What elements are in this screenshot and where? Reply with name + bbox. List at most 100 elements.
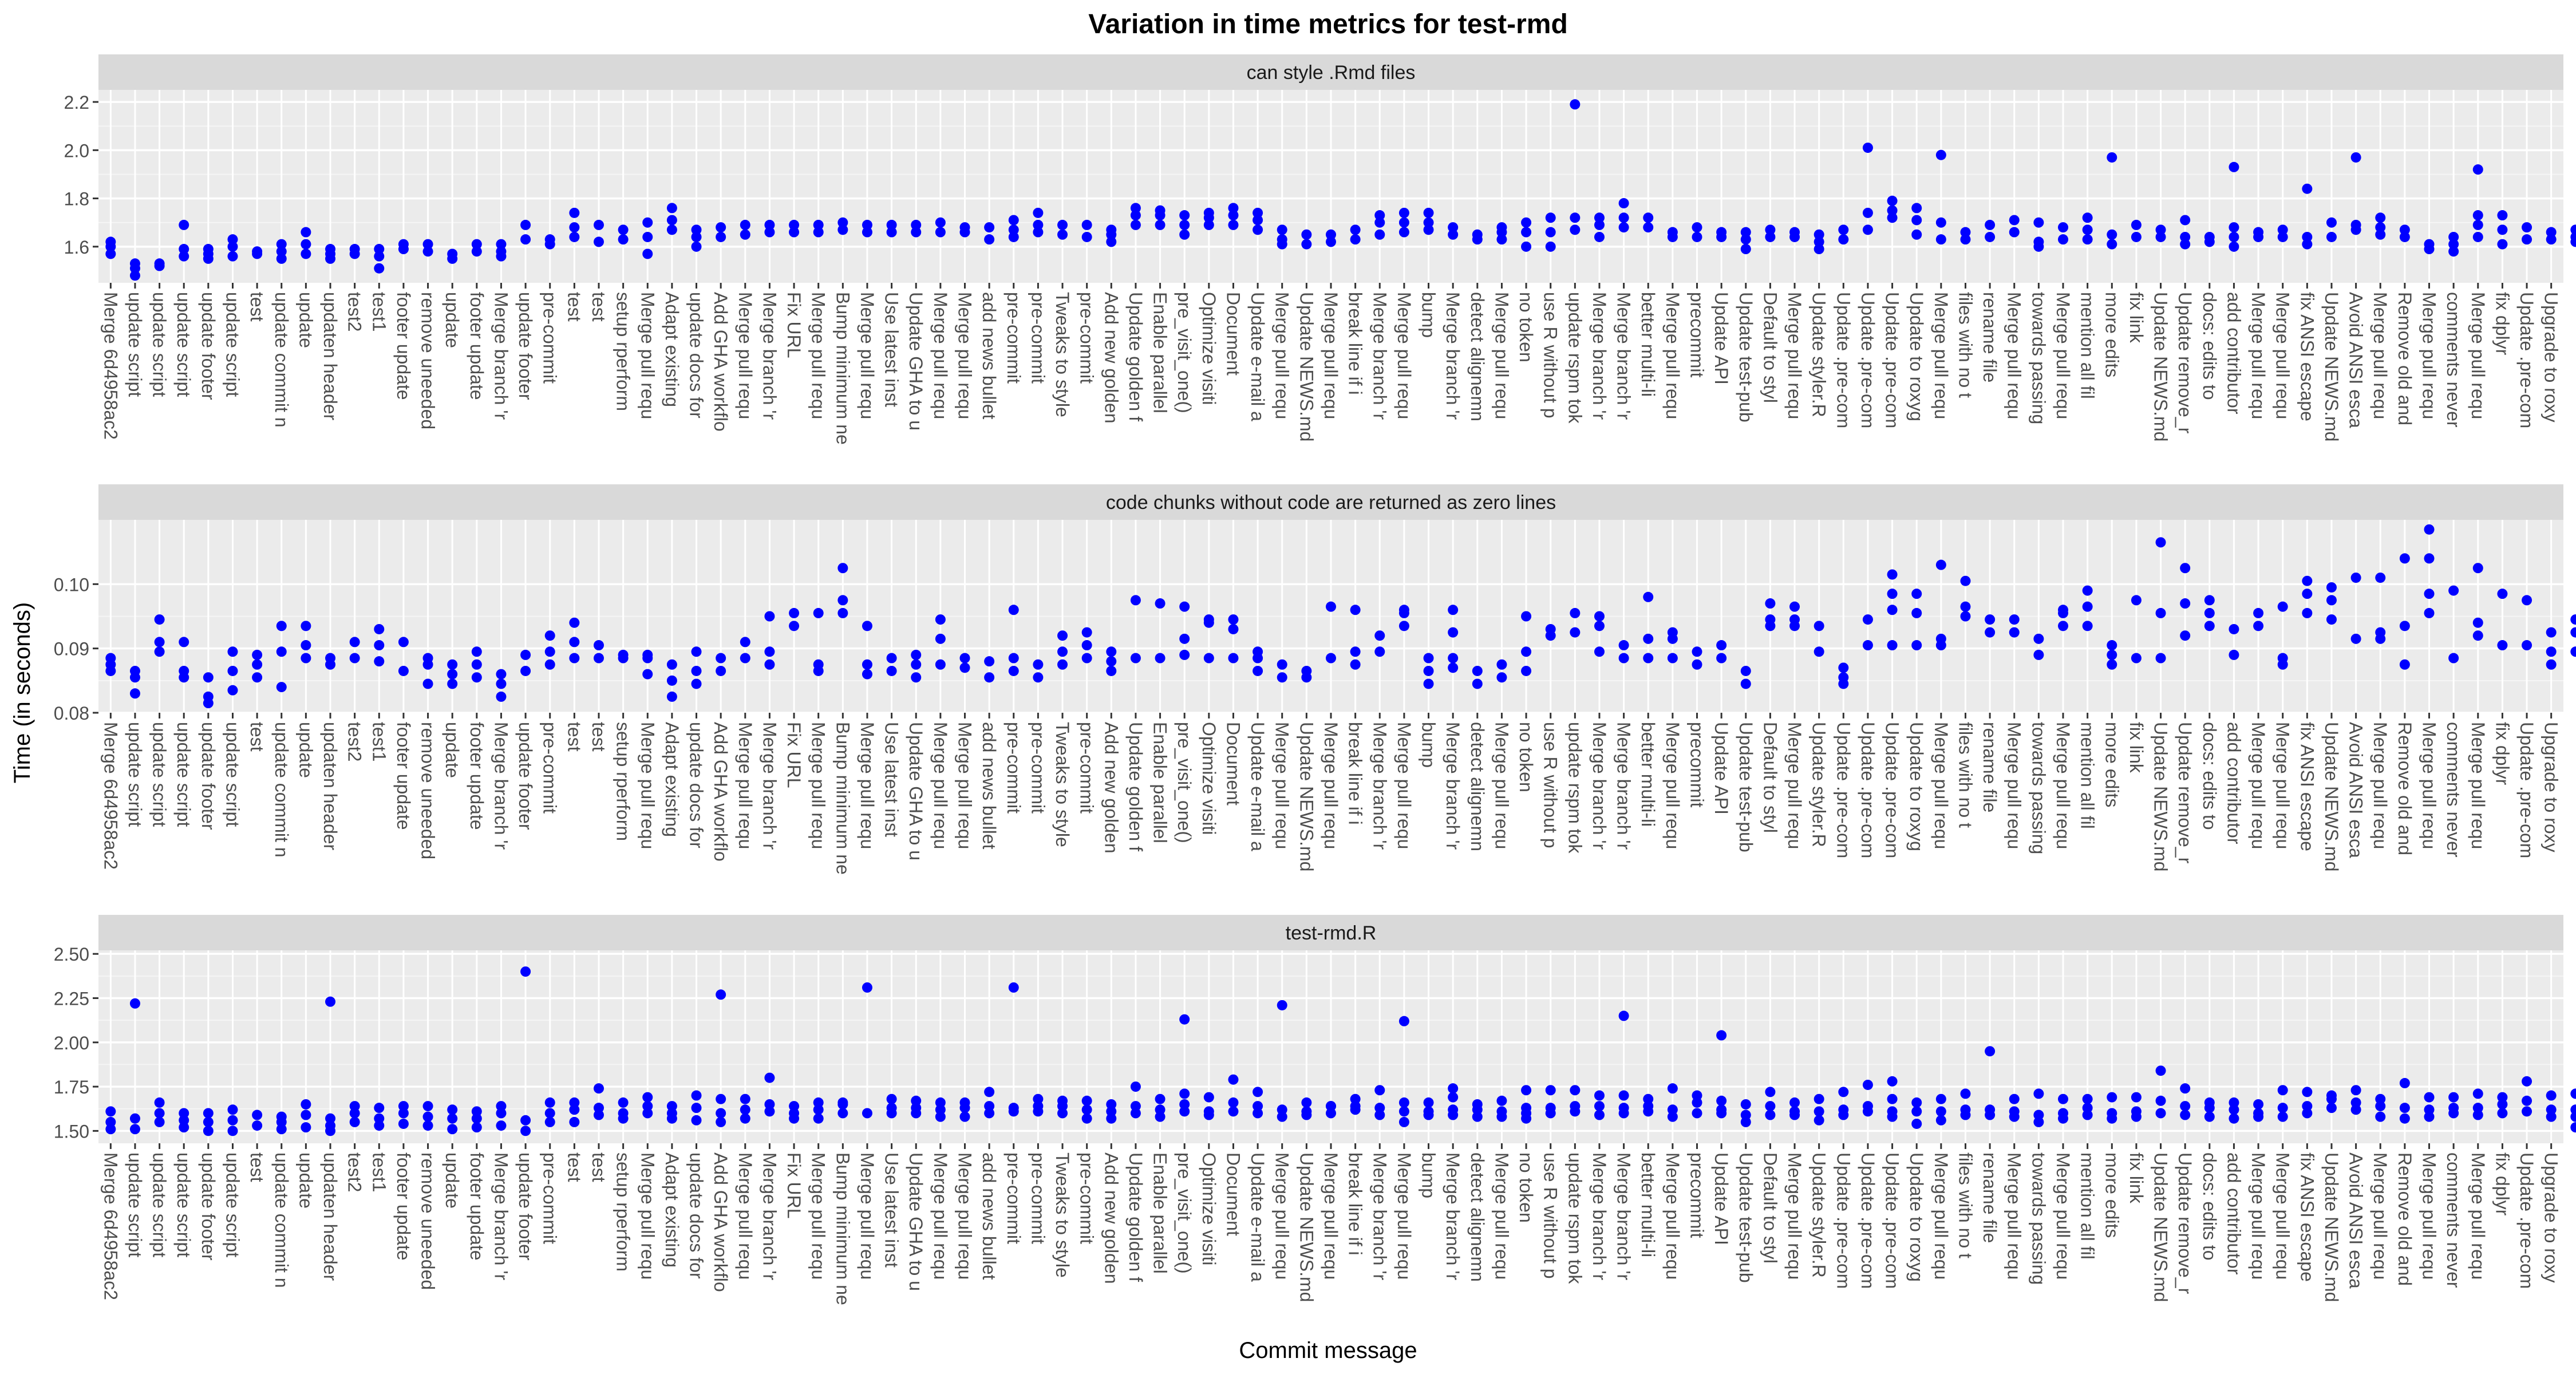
x-tick-label: update footer bbox=[515, 722, 536, 830]
data-point bbox=[2033, 236, 2044, 247]
data-point bbox=[1545, 212, 1556, 223]
x-tick-label: Merge branch 'r bbox=[759, 722, 780, 850]
data-point bbox=[2399, 231, 2410, 242]
x-tick-label: update footer bbox=[198, 722, 219, 830]
x-tick-label: update script bbox=[149, 722, 170, 827]
data-point bbox=[1057, 219, 1068, 230]
data-point bbox=[227, 1104, 238, 1115]
x-tick-label: update bbox=[295, 1152, 316, 1209]
x-tick-label: test bbox=[564, 1152, 584, 1182]
data-point bbox=[1643, 212, 1654, 223]
x-tick-label: Merge branch 'r bbox=[1369, 1152, 1390, 1280]
data-point bbox=[1594, 611, 1605, 622]
data-point bbox=[1057, 630, 1068, 641]
data-point bbox=[2229, 161, 2239, 172]
x-tick-label: comments never bbox=[2443, 722, 2464, 858]
x-tick-label: Adapt existing bbox=[662, 722, 682, 837]
data-point bbox=[520, 234, 531, 245]
x-tick-label: update bbox=[442, 1152, 463, 1209]
data-point bbox=[1472, 1099, 1483, 1110]
data-point bbox=[1862, 224, 1873, 235]
data-point bbox=[1521, 646, 1532, 657]
data-point bbox=[471, 239, 482, 250]
data-point bbox=[1667, 627, 1678, 638]
data-point bbox=[1618, 222, 1629, 233]
data-point bbox=[2277, 1085, 2288, 1096]
x-tick-label: Update .pre-com bbox=[1833, 292, 1854, 428]
data-point bbox=[544, 234, 555, 245]
panel-title: test-rmd.R bbox=[1286, 922, 1377, 944]
x-tick-label: update bbox=[295, 722, 316, 778]
x-tick-label: Tweaks to style bbox=[1052, 292, 1073, 417]
data-point bbox=[1179, 1088, 1190, 1099]
x-tick-label: update bbox=[442, 722, 463, 778]
data-point bbox=[496, 691, 507, 702]
data-point bbox=[2204, 231, 2215, 242]
data-point bbox=[2082, 621, 2093, 631]
x-tick-label: Avoid ANSI esca bbox=[2346, 292, 2366, 428]
data-point bbox=[1081, 1113, 1092, 1124]
data-point bbox=[1496, 234, 1507, 245]
chart-title: Variation in time metrics for test-rmd bbox=[1088, 9, 1568, 40]
data-point bbox=[1253, 215, 1263, 226]
data-point bbox=[1350, 646, 1361, 657]
x-tick-label: update script bbox=[125, 722, 145, 827]
data-point bbox=[2472, 1103, 2483, 1114]
x-tick-label: Document bbox=[1223, 1152, 1243, 1236]
x-tick-label: Bump minimum ne bbox=[832, 1152, 853, 1305]
data-point bbox=[1692, 1097, 1702, 1108]
data-point bbox=[935, 659, 946, 670]
data-point bbox=[2546, 227, 2557, 238]
data-point bbox=[398, 665, 409, 676]
data-point bbox=[1692, 1108, 1702, 1119]
data-point bbox=[349, 653, 360, 664]
data-point bbox=[1374, 1110, 1385, 1120]
x-tick-label: mention all fil bbox=[2077, 292, 2098, 399]
data-point bbox=[1618, 1103, 1629, 1114]
data-point bbox=[2180, 598, 2191, 609]
x-tick-label: Default to styl bbox=[1760, 1152, 1780, 1264]
data-point bbox=[2326, 595, 2337, 606]
x-tick-label: test bbox=[564, 722, 584, 752]
data-point bbox=[496, 239, 507, 250]
data-point bbox=[1618, 640, 1629, 651]
x-tick-label: Update .pre-com bbox=[1858, 292, 1878, 428]
x-tick-label: more edits bbox=[2101, 292, 2122, 377]
data-point bbox=[1570, 99, 1581, 110]
x-tick-label: Merge branch 'r bbox=[759, 292, 780, 420]
x-tick-label: Merge branch 'r bbox=[1443, 1152, 1463, 1280]
data-point bbox=[1033, 1101, 1044, 1112]
x-tick-label: Merge pull requ bbox=[1662, 292, 1683, 419]
data-point bbox=[2058, 234, 2069, 245]
data-point bbox=[129, 665, 140, 676]
data-point bbox=[2009, 614, 2020, 625]
data-point bbox=[2522, 1076, 2532, 1087]
data-point bbox=[1472, 1111, 1483, 1122]
data-point bbox=[1179, 219, 1190, 230]
data-point bbox=[1643, 591, 1654, 602]
data-point bbox=[1008, 653, 1019, 664]
x-tick-label: Add GHA workflo bbox=[710, 722, 731, 862]
data-point bbox=[1203, 1106, 1214, 1117]
x-tick-label: Merge pull requ bbox=[2053, 292, 2073, 419]
x-tick-label: add contributor bbox=[2223, 722, 2244, 844]
data-point bbox=[203, 691, 214, 702]
data-point bbox=[935, 614, 946, 625]
data-point bbox=[1521, 611, 1532, 622]
data-point bbox=[764, 1099, 775, 1110]
x-tick-label: comments never bbox=[2443, 292, 2464, 428]
data-point bbox=[1740, 665, 1751, 676]
data-point bbox=[1106, 665, 1117, 676]
data-point bbox=[1911, 607, 1922, 618]
data-point bbox=[1594, 646, 1605, 657]
data-point bbox=[1716, 640, 1727, 651]
data-point bbox=[1985, 1046, 1996, 1057]
data-point bbox=[1911, 1106, 1922, 1117]
data-point bbox=[2082, 224, 2093, 235]
x-tick-label: Merge pull requ bbox=[1394, 292, 1415, 419]
data-point bbox=[252, 246, 263, 257]
x-tick-label: Merge branch 'r bbox=[1369, 292, 1390, 420]
data-point bbox=[2570, 1088, 2576, 1099]
data-point bbox=[691, 1115, 702, 1126]
data-point bbox=[374, 251, 385, 262]
